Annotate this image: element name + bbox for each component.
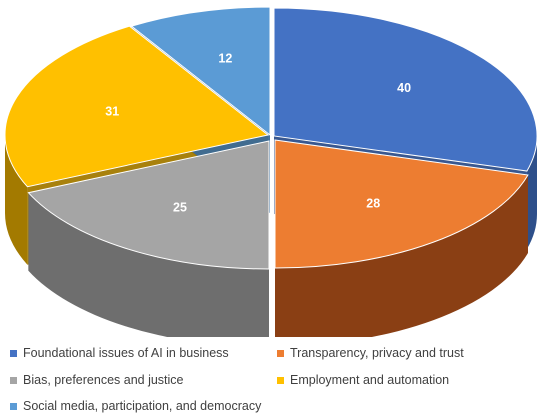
data-label-transparency: 28 <box>366 196 380 210</box>
pie-slice-social-media <box>130 6 271 137</box>
data-label-foundational: 40 <box>397 81 411 95</box>
pie-side-foundational <box>526 136 537 250</box>
data-label-bias: 25 <box>173 200 187 214</box>
legend-label: Foundational issues of AI in business <box>23 346 229 360</box>
legend-item-bias: Bias, preferences and justice <box>10 373 184 387</box>
legend-label: Social media, participation, and democra… <box>23 399 262 413</box>
pie-data-labels: 40 28 25 31 12 <box>105 52 411 215</box>
pie-slice-bias <box>27 140 270 270</box>
legend-swatch <box>277 376 284 384</box>
legend-label: Bias, preferences and justice <box>23 373 184 387</box>
legend-item-foundational: Foundational issues of AI in business <box>10 346 229 360</box>
pie-slice-employment <box>4 25 270 188</box>
data-label-social-media: 12 <box>218 52 232 66</box>
legend-item-transparency: Transparency, privacy and trust <box>277 346 464 360</box>
pie-slices <box>4 6 538 270</box>
legend-item-employment: Employment and automation <box>277 373 449 387</box>
pie-side-transparency <box>275 175 528 337</box>
legend-swatch <box>277 349 284 357</box>
pie-slice-foundational <box>273 7 538 172</box>
legend-swatch <box>10 376 17 384</box>
pie-slice-transparency <box>274 139 529 269</box>
legend-swatch <box>10 349 17 357</box>
pie-chart: 40 28 25 31 12 <box>4 6 538 337</box>
legend-swatch <box>10 402 17 410</box>
data-label-employment: 31 <box>105 105 119 119</box>
legend-item-social-media: Social media, participation, and democra… <box>10 399 261 413</box>
legend-label: Transparency, privacy and trust <box>290 346 464 360</box>
pie-side-bias <box>28 192 269 337</box>
pie-side-employment <box>5 135 28 265</box>
legend: Foundational issues of AI in business Tr… <box>0 337 545 416</box>
legend-label: Employment and automation <box>290 373 450 387</box>
